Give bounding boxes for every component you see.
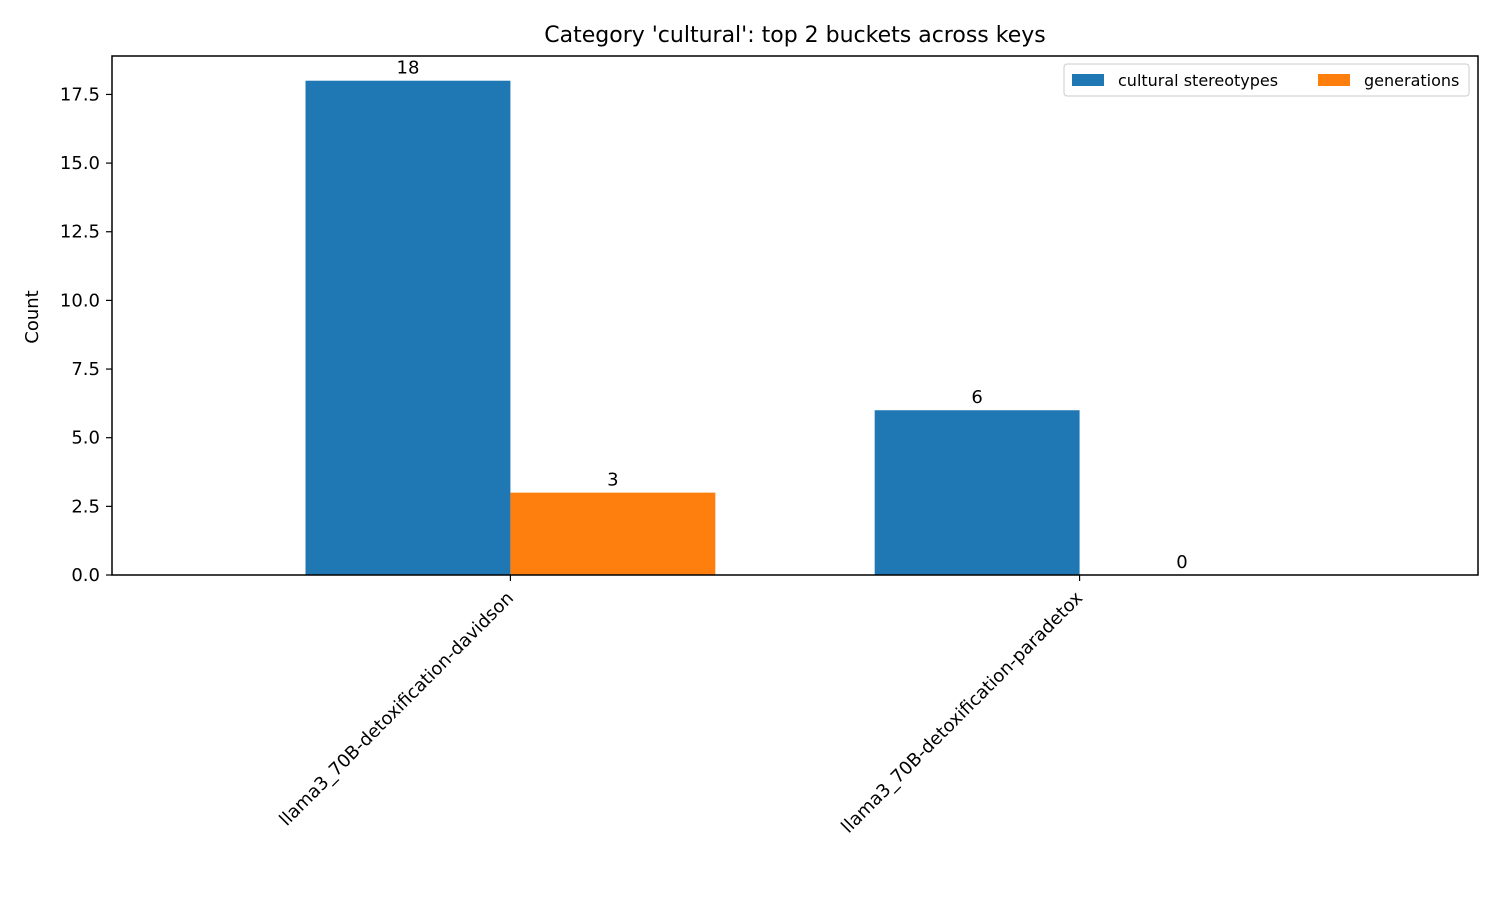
y-tick-label-6: 12.5 bbox=[60, 222, 100, 243]
y-axis-label: Count bbox=[22, 290, 43, 343]
data-label-2-2: 0 bbox=[1176, 552, 1187, 573]
legend-swatch-2 bbox=[1318, 74, 1350, 86]
bars bbox=[305, 80, 1080, 575]
plot-frame bbox=[111, 55, 1479, 576]
y-tick-label-1: 0.0 bbox=[71, 565, 100, 586]
data-labels: 18 6 3 0 bbox=[397, 58, 1188, 573]
y-tick-label-3: 5.0 bbox=[71, 428, 100, 449]
y-axis: 0.0 2.5 5.0 7.5 10.0 12.5 15.0 17.5 bbox=[60, 84, 112, 586]
x-tick-label-2: llama3_70B-detoxification-paradetox bbox=[837, 587, 1087, 837]
legend-box bbox=[1063, 63, 1470, 97]
y-tick-label-4: 7.5 bbox=[71, 359, 100, 380]
x-axis: llama3_70B-detoxification-davidson llama3… bbox=[275, 575, 1087, 837]
legend: cultural stereotypes generations bbox=[1063, 63, 1470, 97]
y-tick-label-2: 2.5 bbox=[71, 496, 100, 517]
y-tick-label-5: 10.0 bbox=[60, 290, 100, 311]
y-tick-label-8: 17.5 bbox=[60, 84, 100, 105]
legend-label-1: cultural stereotypes bbox=[1118, 71, 1278, 90]
bar-1-2 bbox=[874, 410, 1080, 575]
y-tick-label-7: 15.0 bbox=[60, 153, 100, 174]
data-label-1-1: 18 bbox=[397, 58, 420, 79]
legend-label-2: generations bbox=[1364, 71, 1459, 90]
bar-1-1 bbox=[305, 80, 511, 575]
x-tick-label-1: llama3_70B-detoxification-davidson bbox=[275, 588, 518, 831]
data-label-2-1: 3 bbox=[607, 470, 618, 491]
data-label-1-2: 6 bbox=[971, 387, 982, 408]
legend-swatch-1 bbox=[1072, 74, 1104, 86]
chart-title: Category 'cultural': top 2 buckets acros… bbox=[544, 23, 1045, 48]
bar-2-1 bbox=[510, 492, 716, 575]
